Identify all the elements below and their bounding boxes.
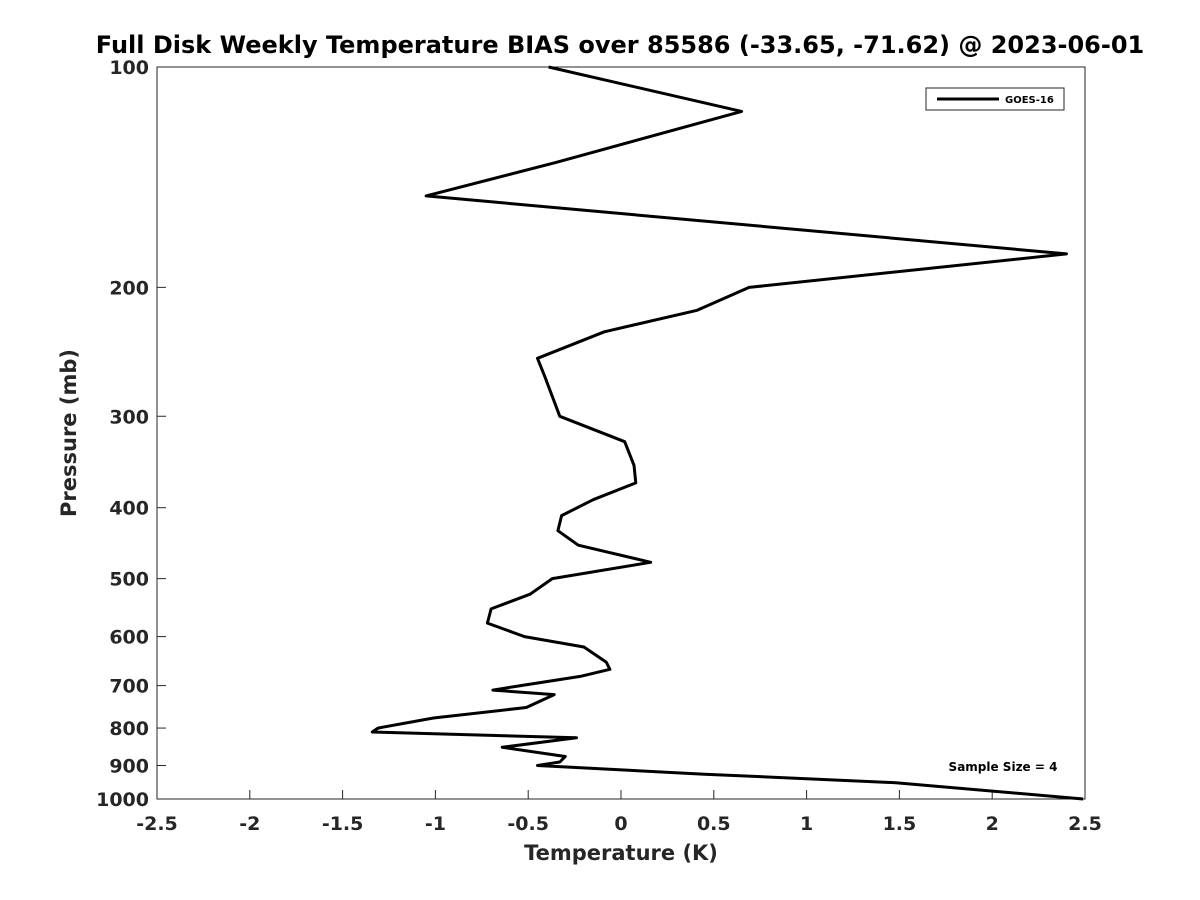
chart-title: Full Disk Weekly Temperature BIAS over 8… <box>96 31 1144 59</box>
y-tick-label: 900 <box>109 756 149 778</box>
x-tick-label: 0 <box>614 813 627 835</box>
x-tick-label: 1.5 <box>883 813 917 835</box>
x-tick-label: -1 <box>425 813 446 835</box>
y-tick-label: 100 <box>109 57 149 79</box>
y-axis-label: Pressure (mb) <box>57 349 81 517</box>
x-tick-label: 0.5 <box>697 813 731 835</box>
x-tick-label: -0.5 <box>507 813 549 835</box>
x-tick-label: 2 <box>986 813 999 835</box>
sample-size-annotation: Sample Size = 4 <box>949 760 1058 774</box>
x-tick-label: -2.5 <box>136 813 178 835</box>
x-axis-ticks: -2.5 -2 -1.5 -1 -0.5 0 0.5 1 1.5 2 2.5 <box>136 790 1102 835</box>
y-tick-label: 300 <box>109 406 149 428</box>
x-tick-label: -2 <box>239 813 260 835</box>
y-tick-label: 1000 <box>96 789 149 811</box>
x-axis-label: Temperature (K) <box>524 841 718 865</box>
x-tick-label: 2.5 <box>1068 813 1102 835</box>
x-tick-label: -1.5 <box>322 813 364 835</box>
legend-label-goes-16: GOES-16 <box>1005 95 1054 106</box>
y-tick-label: 500 <box>109 569 149 591</box>
y-axis-ticks: 100 200 300 400 500 600 700 800 900 1000 <box>96 57 166 811</box>
legend: GOES-16 <box>925 87 1065 111</box>
y-tick-label: 700 <box>109 676 149 698</box>
y-tick-label: 800 <box>109 718 149 740</box>
y-tick-label: 600 <box>109 627 149 649</box>
x-tick-label: 1 <box>800 813 813 835</box>
y-tick-label: 200 <box>109 277 149 299</box>
series-line-goes-16 <box>370 65 1084 801</box>
y-tick-label: 400 <box>109 498 149 520</box>
